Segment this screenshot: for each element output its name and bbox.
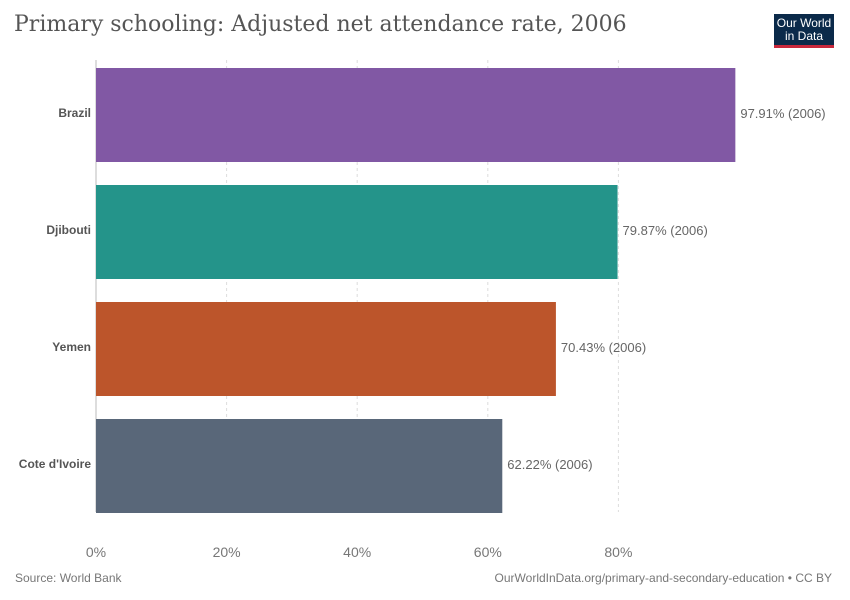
bar-cote-d-ivoire <box>96 419 503 513</box>
x-tick-label: 60% <box>474 544 502 560</box>
logo-line-2: in Data <box>784 28 824 43</box>
owid-logo[interactable]: Our World in Data <box>774 14 834 48</box>
category-label: Cote d'Ivoire <box>19 457 92 471</box>
bar-djibouti <box>96 185 618 279</box>
chart-title: Primary schooling: Adjusted net attendan… <box>14 12 627 37</box>
category-label: Yemen <box>52 340 91 354</box>
logo-line-1: Our World <box>776 15 832 30</box>
value-label: 97.91% (2006) <box>740 106 825 121</box>
bar-yemen <box>96 302 556 396</box>
x-tick-label: 20% <box>213 544 241 560</box>
bar-brazil <box>96 68 736 162</box>
category-label: Djibouti <box>46 223 91 237</box>
value-label: 70.43% (2006) <box>561 340 646 355</box>
x-tick-label: 80% <box>604 544 632 560</box>
x-tick-label: 40% <box>343 544 371 560</box>
category-label: Brazil <box>58 106 91 120</box>
x-tick-label: 0% <box>86 544 106 560</box>
value-label: 79.87% (2006) <box>623 223 708 238</box>
attribution-link[interactable]: OurWorldInData.org/primary-and-secondary… <box>494 571 832 585</box>
value-label: 62.22% (2006) <box>507 457 592 472</box>
source-note: Source: World Bank <box>15 571 122 585</box>
